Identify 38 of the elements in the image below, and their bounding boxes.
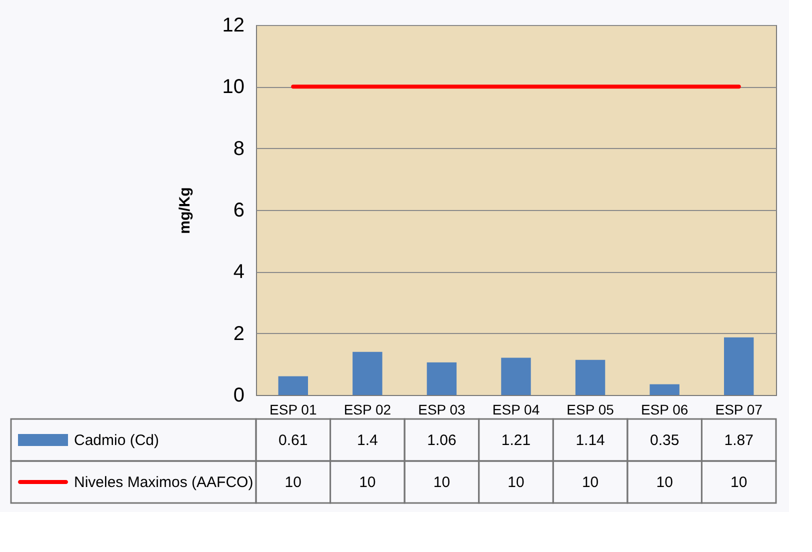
legend-label: Cadmio (Cd) bbox=[74, 432, 160, 449]
y-tick-label: 4 bbox=[233, 261, 244, 284]
x-tick-label: ESP 02 bbox=[344, 402, 392, 418]
data-label: 1.14 bbox=[576, 432, 605, 449]
bar bbox=[575, 360, 606, 395]
legend-label: Niveles Maximos (AAFCO) bbox=[74, 474, 254, 491]
data-label: 10 bbox=[508, 474, 524, 491]
y-tick-label: 12 bbox=[222, 14, 244, 36]
y-tick-label: 8 bbox=[233, 138, 244, 160]
data-label: 10 bbox=[359, 474, 376, 491]
x-tick-label: ESP 07 bbox=[715, 402, 763, 418]
data-label: 10 bbox=[284, 474, 302, 491]
y-axis-title: mg/Kg bbox=[176, 187, 194, 234]
data-label: 10 bbox=[656, 474, 673, 491]
y-tick-label: 2 bbox=[233, 322, 244, 345]
data-label: 1.06 bbox=[427, 432, 456, 449]
x-tick-label: ESP 06 bbox=[640, 402, 688, 418]
x-tick-label: ESP 01 bbox=[270, 402, 317, 418]
bar bbox=[501, 358, 531, 395]
data-label: 10 bbox=[433, 474, 450, 491]
bar bbox=[724, 337, 754, 395]
y-tick-label: 6 bbox=[233, 200, 244, 222]
x-tick-label: ESP 04 bbox=[492, 402, 540, 418]
data-label: 0.35 bbox=[650, 432, 680, 449]
bar bbox=[426, 362, 457, 395]
y-tick-label: 0 bbox=[233, 384, 244, 406]
x-tick-label: ESP 03 bbox=[418, 402, 466, 418]
data-label: 10 bbox=[582, 474, 599, 491]
data-label: 1.21 bbox=[501, 432, 531, 449]
data-label: 0.61 bbox=[278, 432, 308, 449]
bar bbox=[278, 376, 308, 395]
bar bbox=[352, 352, 382, 395]
bar bbox=[650, 384, 680, 395]
y-tick-label: 10 bbox=[222, 76, 244, 98]
data-label: 1.87 bbox=[724, 432, 754, 449]
data-label: 10 bbox=[730, 474, 748, 491]
data-label: 1.4 bbox=[357, 432, 378, 449]
x-tick-label: ESP 05 bbox=[566, 402, 614, 418]
